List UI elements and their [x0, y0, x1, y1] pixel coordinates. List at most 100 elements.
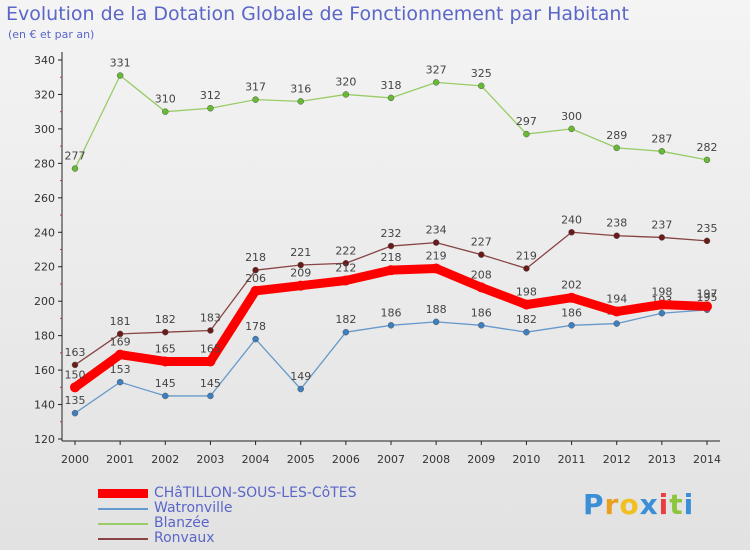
data-label-1-2013: 237 [651, 218, 672, 231]
point-1-2001 [116, 330, 124, 338]
data-label-1-2014: 235 [697, 222, 718, 235]
logo-letter-5: t [669, 488, 684, 521]
y-tick-label-160: 160 [34, 364, 55, 377]
data-label-0-2002: 310 [155, 93, 176, 106]
data-label-2-2014: 195 [697, 291, 718, 304]
legend-swatch-ronvaux [98, 537, 148, 540]
y-tick-label-260: 260 [34, 192, 55, 205]
point-1-2008 [432, 239, 440, 246]
data-label-3-2014: 197 [697, 287, 718, 300]
data-label-1-2008: 234 [426, 224, 447, 237]
x-tick-label-2001: 2001 [106, 453, 134, 466]
legend-item-blanzee: Blanzée [98, 516, 357, 531]
data-label-0-2009: 325 [471, 67, 492, 80]
point-3-2007 [386, 265, 396, 276]
point-1-2012 [613, 232, 620, 239]
y-tick-label-340: 340 [34, 54, 55, 67]
y-tick-label-240: 240 [34, 226, 55, 239]
point-2-2009 [478, 322, 485, 329]
data-label-3-2011: 202 [561, 279, 582, 292]
point-2-2008 [432, 318, 440, 326]
data-label-3-2010: 198 [516, 286, 537, 299]
point-0-2011 [568, 125, 575, 133]
logo-letter-0: P [583, 488, 605, 521]
data-label-0-2006: 320 [335, 75, 356, 88]
x-tick-label-2008: 2008 [422, 453, 450, 466]
point-1-2014 [703, 237, 711, 245]
data-label-3-2005: 209 [290, 267, 311, 280]
point-2-2001 [116, 378, 124, 386]
legend-item-ronvaux: Ronvaux [98, 531, 357, 546]
point-0-2004 [252, 96, 259, 103]
point-3-2004 [250, 285, 261, 296]
point-2-2002 [162, 392, 169, 400]
legend-label-ronvaux: Ronvaux [154, 530, 215, 546]
data-label-1-2012: 238 [606, 217, 627, 230]
data-label-2-2008: 188 [426, 303, 447, 316]
point-1-2003 [207, 327, 214, 334]
x-tick-label-2010: 2010 [512, 453, 540, 466]
data-label-3-2001: 169 [110, 336, 131, 349]
point-2-2004 [252, 335, 259, 343]
data-label-3-2007: 218 [381, 251, 402, 264]
legend-swatch-chatillon [98, 489, 148, 498]
data-label-1-2004: 218 [245, 251, 266, 264]
data-label-0-2008: 327 [426, 63, 447, 76]
point-3-2005 [295, 280, 306, 291]
x-tick-label-2007: 2007 [377, 453, 405, 466]
data-label-0-2011: 300 [561, 110, 582, 123]
x-tick-label-2012: 2012 [603, 453, 631, 466]
data-label-0-2003: 312 [200, 89, 221, 102]
line-chart: 120 140 160 180 200 220 240 260 280 300 320 340 2000… [34, 52, 721, 466]
data-label-2-2001: 153 [110, 363, 131, 376]
chart-subtitle: (en € et par an) [8, 28, 95, 41]
point-3-2008 [431, 263, 442, 274]
point-2-2005 [297, 385, 304, 393]
legend-label-blanzee: Blanzée [154, 515, 210, 531]
data-label-3-2000: 150 [65, 368, 86, 381]
point-0-2013 [658, 148, 666, 155]
data-label-3-2003: 165 [200, 342, 221, 355]
legend-label-chatillon: CHâTILLON-SOUS-LES-CôTES [154, 485, 357, 501]
point-1-2009 [478, 251, 485, 258]
legend-item-chatillon: CHâTILLON-SOUS-LES-CôTES [98, 486, 357, 501]
point-0-2009 [478, 82, 485, 90]
point-1-2013 [658, 234, 666, 241]
data-label-0-2012: 289 [606, 129, 627, 142]
point-1-2004 [252, 266, 259, 274]
point-2-2013 [658, 309, 666, 317]
data-label-1-2011: 240 [561, 213, 582, 226]
data-label-1-2003: 183 [200, 311, 221, 324]
data-label-2-2007: 186 [381, 306, 402, 319]
point-2-2010 [523, 328, 530, 336]
data-label-0-2000: 277 [65, 150, 86, 163]
data-label-0-2005: 316 [290, 82, 311, 95]
point-1-2006 [342, 260, 350, 267]
data-label-2-2004: 178 [245, 320, 266, 333]
point-1-2000 [71, 361, 79, 369]
x-tick-label-2011: 2011 [558, 453, 586, 466]
point-1-2005 [297, 261, 304, 269]
data-label-2-2010: 182 [516, 313, 537, 326]
data-label-1-2006: 222 [335, 244, 356, 257]
point-0-2003 [207, 104, 214, 112]
legend-label-watronville: Watronville [154, 500, 233, 516]
data-label-0-2007: 318 [381, 79, 402, 92]
point-1-2002 [162, 328, 169, 336]
data-label-0-2013: 287 [651, 132, 672, 145]
data-label-0-2014: 282 [697, 141, 718, 154]
data-label-2-2011: 186 [561, 306, 582, 319]
data-label-2-2005: 149 [290, 370, 311, 383]
point-0-2010 [523, 130, 530, 138]
point-3-2009 [476, 282, 487, 293]
data-label-3-2006: 212 [335, 262, 356, 275]
data-label-3-2012: 194 [606, 293, 627, 306]
point-3-2014 [702, 301, 712, 312]
y-tick-label-280: 280 [34, 157, 55, 170]
point-0-2005 [297, 98, 304, 105]
point-2-2012 [613, 320, 620, 327]
logo-letter-4: i [658, 488, 670, 521]
point-0-2001 [116, 72, 124, 79]
data-label-2-2003: 145 [200, 377, 221, 390]
data-label-0-2010: 297 [516, 115, 537, 128]
